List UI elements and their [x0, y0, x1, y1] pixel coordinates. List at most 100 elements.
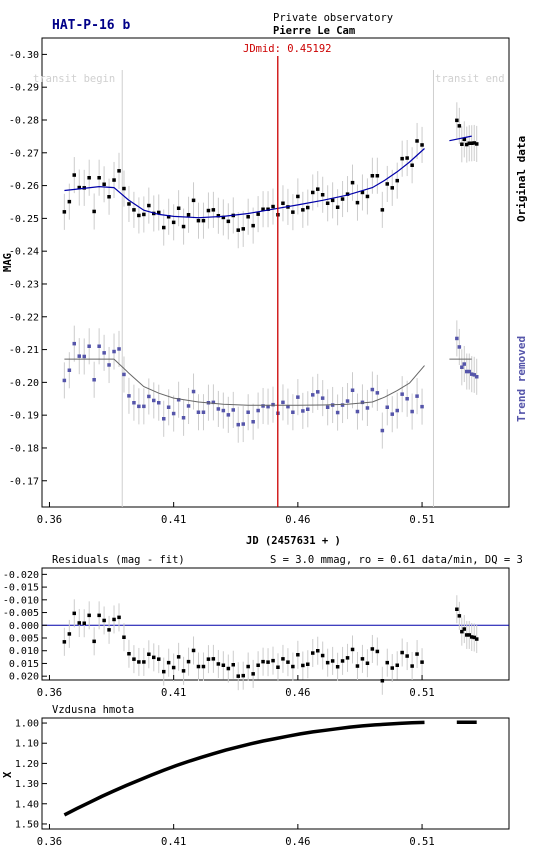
- trend-removed-point: [251, 420, 255, 424]
- target-title: HAT-P-16 b: [52, 18, 130, 33]
- trend-removed-point: [211, 400, 216, 405]
- original-data-point: [467, 141, 471, 145]
- residual-point: [171, 665, 176, 670]
- trend-removed-point: [345, 399, 350, 403]
- light-curve-y-tick-label: -0.26: [9, 181, 39, 192]
- trend-removed-point: [77, 354, 81, 358]
- residual-point: [405, 654, 409, 658]
- residual-point: [122, 635, 126, 639]
- light-curve-y-tick-label: -0.22: [9, 312, 39, 323]
- trend-removed-point: [475, 375, 479, 379]
- residual-point: [296, 653, 300, 657]
- residual-point: [271, 658, 275, 663]
- residual-point: [355, 664, 360, 668]
- residuals-plot: 0.36 0.41 0.46 0.51 -0.020 -0.015-0.010 -0.005…: [3, 570, 509, 699]
- trend-removed-point: [72, 341, 76, 346]
- residuals-x-tick-label: 0.36: [37, 687, 62, 699]
- trend-removed-point: [375, 391, 380, 395]
- original-data-point: [330, 198, 335, 203]
- residual-point: [191, 648, 196, 653]
- original-data-point: [246, 215, 250, 219]
- residual-point: [196, 664, 201, 669]
- residual-point: [231, 663, 235, 667]
- residual-point: [380, 679, 385, 683]
- original-data-point: [216, 214, 221, 218]
- trend-removed-point: [142, 404, 146, 409]
- light-curve-y-tick-label: -0.17: [9, 476, 39, 487]
- trend-removed-point: [311, 393, 315, 397]
- trend-removed-point: [176, 398, 181, 402]
- residual-point: [152, 655, 156, 660]
- residual-point: [460, 629, 464, 634]
- residual-point: [127, 652, 131, 656]
- trend-removed-point: [107, 363, 111, 367]
- trend-removed-point: [455, 336, 459, 341]
- trend-removed-point: [462, 362, 466, 366]
- residual-point: [162, 669, 166, 674]
- trend-removed-point: [395, 408, 399, 413]
- original-data-point: [97, 176, 101, 180]
- trend-removed-point: [350, 388, 355, 392]
- original-data-point: [171, 220, 176, 225]
- residuals-stats: S = 3.0 mmag, ro = 0.61 data/min, DQ = 3: [270, 554, 523, 566]
- trend-removed-point: [286, 404, 290, 409]
- residual-point: [395, 663, 399, 667]
- residual-point: [216, 662, 221, 666]
- residual-point: [325, 660, 330, 665]
- residual-point: [62, 640, 67, 644]
- original-data-point: [465, 142, 469, 147]
- residual-point: [420, 660, 424, 664]
- airmass-curve: [63, 720, 425, 817]
- original-data-point: [475, 142, 479, 146]
- trend-removed-point: [216, 407, 221, 411]
- light-curve-x-axis-label: JD (2457631 + ): [246, 535, 341, 547]
- trend-removed-point: [296, 395, 300, 399]
- light-curve-y-tick-label: -0.25: [9, 214, 39, 225]
- airmass-title: Vzdusna hmota: [52, 704, 134, 716]
- original-data-point: [162, 225, 166, 230]
- light-curve-x-tick-label: 0.36: [37, 514, 62, 526]
- observer-name: Pierre Le Cam: [273, 25, 355, 37]
- residual-point: [350, 647, 355, 652]
- residual-point: [157, 657, 161, 661]
- original-data-point: [236, 228, 240, 232]
- residual-point: [117, 615, 121, 620]
- transit-end-label: transit end: [435, 73, 505, 85]
- residual-point: [181, 669, 186, 673]
- residual-point: [246, 664, 250, 669]
- trend-removed-point: [132, 401, 136, 405]
- residual-point: [400, 650, 404, 655]
- trend-removed-point: [400, 392, 404, 396]
- airmass-plot: 0.36 0.41 0.46 0.51 1.00 1.10 1.20 1.30 1.40 1.50: [15, 719, 477, 848]
- trend-removed-point: [241, 422, 245, 426]
- original-data-point: [365, 194, 370, 199]
- residual-point: [472, 635, 476, 640]
- trend-removed-point: [261, 404, 265, 408]
- original-data-point: [92, 209, 96, 214]
- light-curve-y-tick-label: -0.29: [9, 83, 39, 94]
- original-data-point: [266, 207, 270, 211]
- residual-point: [281, 657, 285, 661]
- trend-removed-point: [410, 409, 414, 414]
- trend-removed-point: [196, 410, 201, 414]
- trend-removed-point: [186, 404, 191, 408]
- original-data-point: [157, 210, 161, 215]
- original-data-point: [62, 210, 67, 214]
- residuals-x-tick-label: 0.51: [409, 687, 434, 699]
- trend-removed-point: [335, 410, 340, 415]
- original-data-point: [415, 139, 419, 143]
- transit-begin-label: transit begin: [33, 73, 115, 85]
- residuals-y-tick-label: 0.010: [9, 646, 39, 657]
- residual-point: [176, 655, 181, 659]
- residual-point: [291, 664, 295, 669]
- residual-point: [470, 635, 474, 639]
- original-data-point: [296, 194, 300, 199]
- trend-removed-point: [460, 365, 464, 369]
- trend-removed-point: [281, 400, 285, 405]
- residual-point: [206, 657, 211, 661]
- residual-point: [87, 613, 91, 618]
- residual-point: [311, 651, 315, 655]
- original-data-point: [306, 205, 310, 210]
- residuals-x-tick-label: 0.46: [285, 687, 310, 699]
- original-data-point: [462, 137, 466, 142]
